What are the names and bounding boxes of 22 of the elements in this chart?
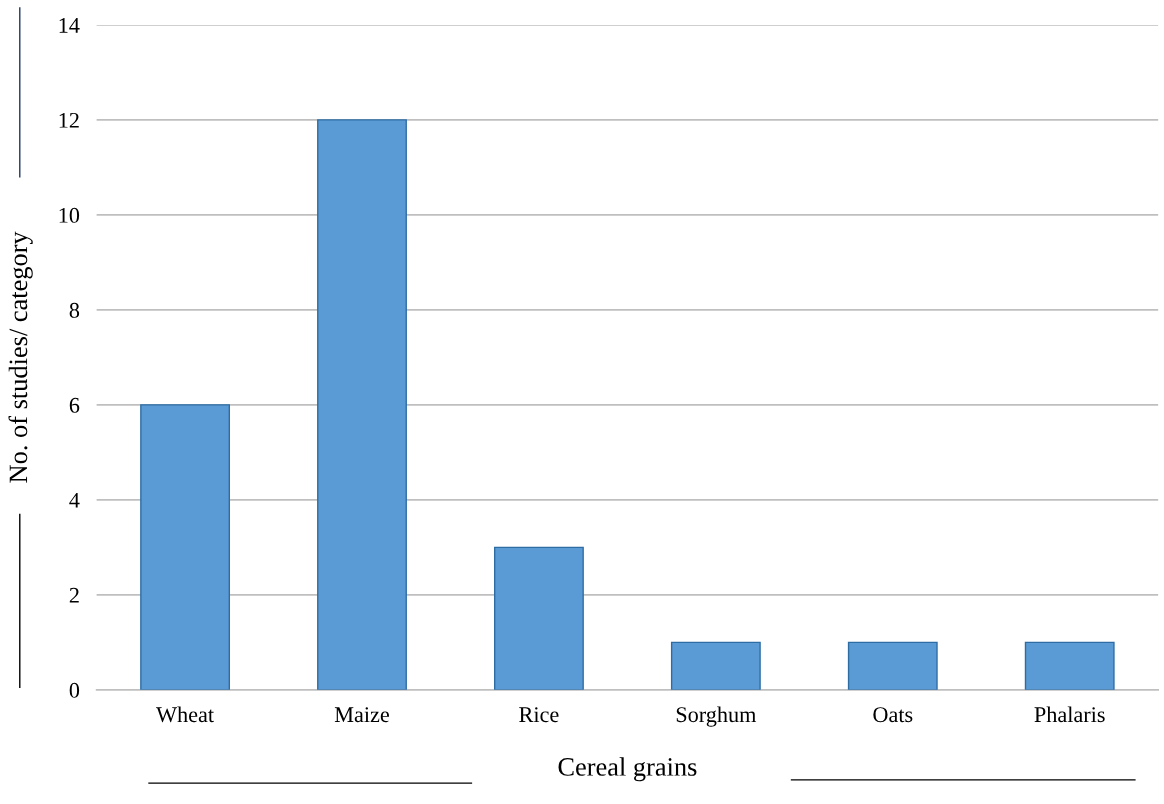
x-tick-label: Wheat — [156, 706, 214, 723]
y-tick-label: 12 — [59, 112, 79, 128]
y-tick-label: 10 — [59, 207, 80, 223]
bar — [1024, 641, 1115, 690]
x-axis-title: Cereal grains — [558, 757, 697, 782]
y-tick-label: 0 — [69, 682, 80, 698]
y-tick-label: 4 — [69, 492, 80, 508]
x-tick-label: Rice — [519, 707, 559, 723]
bar — [317, 119, 407, 690]
x-tick-label: Sorghum — [676, 706, 757, 727]
bar — [670, 641, 761, 690]
x-tick-label: Phalaris — [1034, 706, 1105, 723]
bar — [847, 641, 938, 690]
bar — [494, 546, 584, 690]
y-tick-label: 6 — [69, 397, 80, 413]
x-tick-label: Oats — [873, 707, 913, 723]
y-tick-label: 2 — [69, 587, 79, 603]
y-tick-label: 8 — [69, 302, 80, 318]
y-tick-label: 14 — [59, 17, 80, 33]
bar — [140, 404, 231, 690]
x-tick-label: Maize — [334, 707, 389, 723]
y-axis-title: No. of studies/ category — [8, 231, 33, 483]
